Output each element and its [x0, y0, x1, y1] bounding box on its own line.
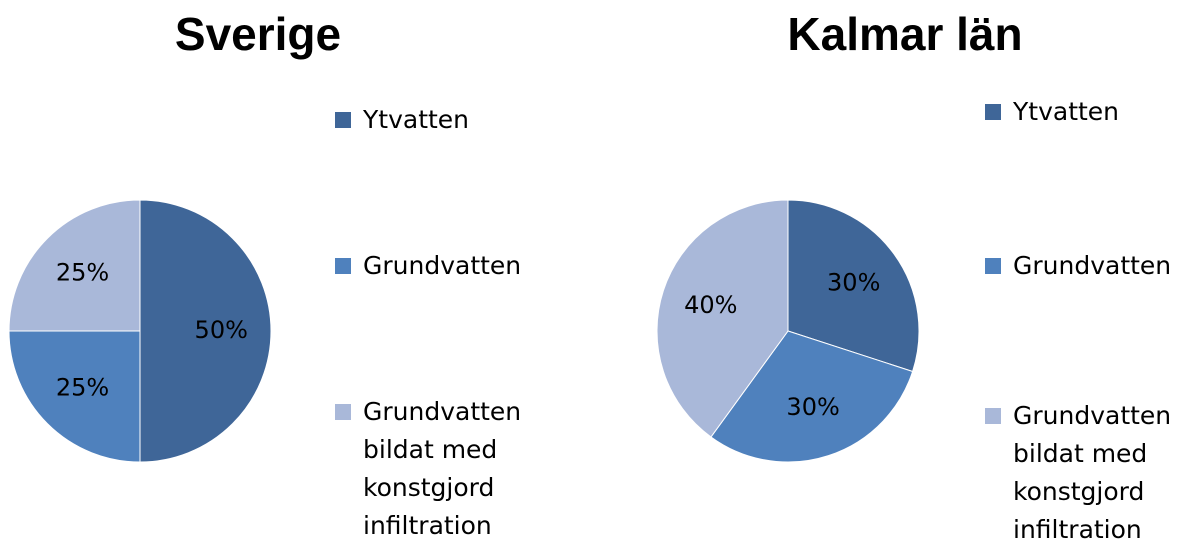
- legend-label: Ytvatten: [1013, 97, 1120, 126]
- slice-label: 30%: [786, 393, 839, 421]
- legend-entry: Ytvatten: [985, 93, 1193, 131]
- slice-label: 25%: [56, 373, 109, 401]
- legend-entry: Grundvatten: [335, 247, 543, 285]
- legend-swatch: [985, 258, 1001, 274]
- legend-entry: Grundvatten bildat med konstgjord infilt…: [985, 397, 1193, 549]
- pie-slice: [787, 199, 920, 373]
- slice-label: 25%: [56, 259, 109, 287]
- legend-entry: Grundvatten bildat med konstgjord infilt…: [335, 393, 543, 545]
- legend-swatch: [335, 258, 351, 274]
- legend-entry: Ytvatten: [335, 101, 543, 139]
- pie-slice: [8, 330, 141, 463]
- pie-slice: [656, 199, 789, 438]
- legend-swatch: [985, 408, 1001, 424]
- legend-label: Grundvatten bildat med konstgjord infilt…: [363, 397, 522, 540]
- slice-label: 50%: [195, 316, 248, 344]
- pie-slice: [710, 330, 914, 463]
- chart-title: Sverige: [175, 8, 341, 60]
- slice-label: 40%: [684, 291, 737, 319]
- chart-title: Kalmar län: [787, 8, 1022, 60]
- pie-slice: [139, 199, 272, 463]
- legend-swatch: [335, 404, 351, 420]
- legend-swatch: [335, 112, 351, 128]
- pie-slice: [8, 199, 141, 332]
- legend-label: Ytvatten: [363, 105, 470, 134]
- legend-label: Grundvatten: [363, 251, 522, 280]
- legend-label: Grundvatten bildat med konstgjord infilt…: [1013, 401, 1172, 544]
- legend-label: Grundvatten: [1013, 251, 1172, 280]
- legend-swatch: [985, 104, 1001, 120]
- legend-entry: Grundvatten: [985, 247, 1193, 285]
- slice-label: 30%: [827, 268, 880, 296]
